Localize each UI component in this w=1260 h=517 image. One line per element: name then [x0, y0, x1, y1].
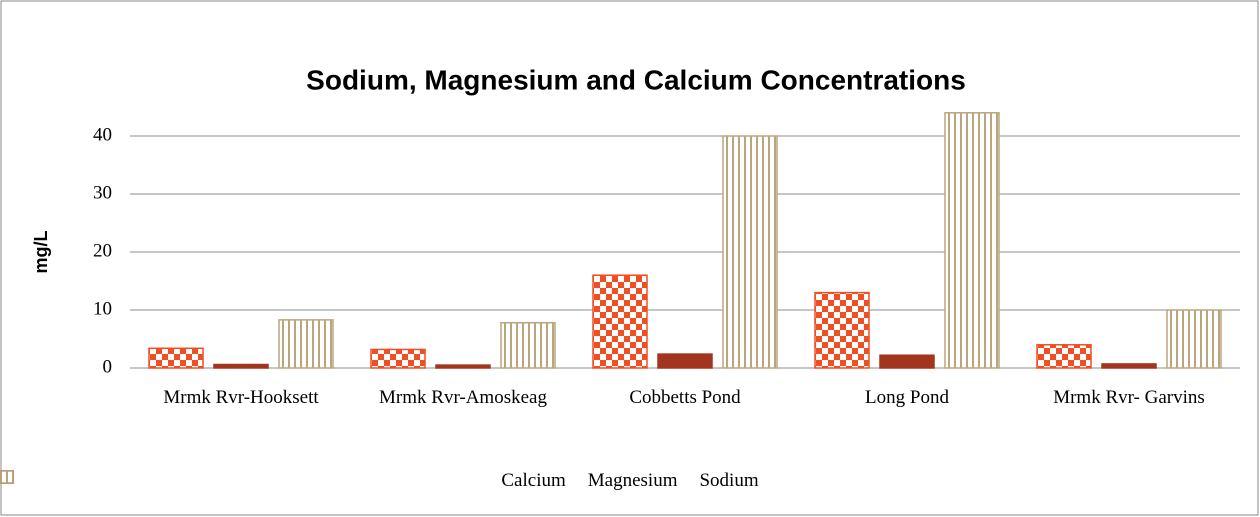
- bar: [213, 363, 269, 369]
- bar: [435, 364, 491, 369]
- x-tick-label: Mrmk Rvr- Garvins: [1053, 387, 1205, 408]
- bar: [1166, 309, 1222, 369]
- x-tick-label: Mrmk Rvr-Hooksett: [163, 387, 319, 408]
- legend-item: Magnesium: [0, 470, 678, 492]
- bar: [592, 274, 648, 369]
- bar: [879, 354, 935, 369]
- chart-title: Sodium, Magnesium and Calcium Concentrat…: [306, 64, 966, 95]
- bar: [657, 353, 713, 369]
- bar: [278, 319, 334, 369]
- bar: [722, 135, 778, 369]
- y-axis-label: mg/L: [31, 230, 51, 273]
- bar: [814, 291, 870, 369]
- y-tick-label: 10: [93, 298, 112, 319]
- bar: [944, 112, 1000, 369]
- bar: [1036, 344, 1092, 369]
- y-tick-label: 0: [103, 356, 113, 377]
- legend-swatch: [0, 470, 14, 484]
- legend-label: Sodium: [699, 470, 759, 491]
- bar: [370, 348, 426, 369]
- legend: Calcium Magnesium Sodium: [0, 470, 1260, 492]
- y-tick-label: 30: [93, 182, 112, 203]
- x-tick-label: Long Pond: [865, 387, 949, 408]
- x-tick-label: Cobbetts Pond: [629, 387, 741, 408]
- legend-item: Calcium: [0, 470, 566, 492]
- legend-label: Calcium: [501, 470, 566, 491]
- bar: [500, 322, 556, 369]
- bar: [148, 347, 204, 369]
- x-tick-label: Mrmk Rvr-Amoskeag: [379, 387, 547, 408]
- bar: [1101, 363, 1157, 369]
- legend-label: Magnesium: [587, 470, 678, 491]
- legend-item: Sodium: [0, 470, 759, 492]
- y-tick-label: 20: [93, 240, 112, 261]
- y-tick-label: 40: [93, 124, 112, 145]
